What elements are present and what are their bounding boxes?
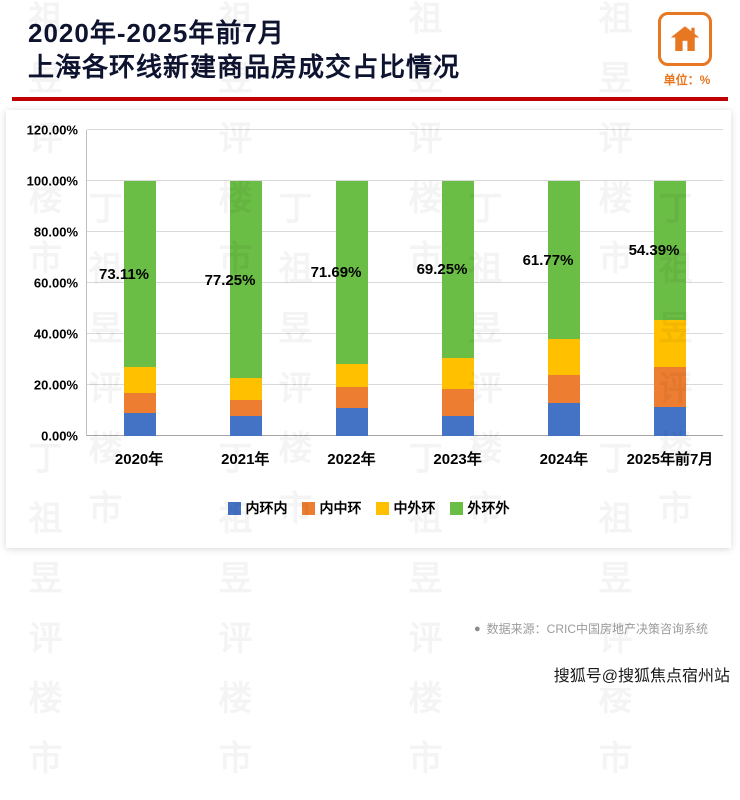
stacked-bar xyxy=(230,181,262,436)
legend-swatch xyxy=(375,501,389,515)
bar-segment-外环外 xyxy=(124,181,156,368)
legend-item-内中环: 内中环 xyxy=(301,498,362,518)
stacked-bar xyxy=(548,181,580,436)
page-title: 2020年-2025年前7月 上海各环线新建商品房成交占比情况 xyxy=(28,16,720,84)
plot-area: 73.11% 77.25% 71.69% 69.25% 61.77% 54.39% xyxy=(86,129,723,436)
page-title-line1: 2020年-2025年前7月 xyxy=(28,18,285,48)
data-label: 73.11% xyxy=(98,266,150,284)
legend-label: 内中环 xyxy=(319,500,362,516)
data-source: ● 数据来源：CRIC中国房地产决策咨询系统 xyxy=(474,620,708,637)
bullet-icon: ● xyxy=(474,622,481,635)
unit-label: 单位：% xyxy=(663,73,711,87)
data-label: 69.25% xyxy=(416,261,468,279)
x-axis-labels: 2020年 2021年 2022年 2023年 2024年 2025年前7月 xyxy=(86,448,723,469)
stacked-bar xyxy=(442,181,474,436)
data-label: 54.39% xyxy=(628,242,680,260)
legend-swatch xyxy=(449,501,463,515)
house-icon xyxy=(658,12,712,66)
bar-column: 71.69% xyxy=(299,130,405,436)
bar-segment-中外环 xyxy=(654,319,686,368)
bar-column: 69.25% xyxy=(405,130,511,436)
legend-label: 外环外 xyxy=(467,500,510,516)
x-tick-label: 2023年 xyxy=(433,451,482,468)
bar-segment-内中环 xyxy=(548,374,580,403)
bars-container: 73.11% 77.25% 71.69% 69.25% 61.77% 54.39% xyxy=(87,130,723,436)
y-tick-label: 100.00% xyxy=(26,173,78,189)
bar-segment-中外环 xyxy=(336,363,368,387)
legend-label: 内环内 xyxy=(245,500,288,516)
y-tick-label: 60.00% xyxy=(33,275,78,291)
bar-segment-中外环 xyxy=(442,357,474,389)
bar-segment-外环外 xyxy=(442,181,474,358)
bar-segment-内环内 xyxy=(548,402,580,436)
y-tick-label: 120.00% xyxy=(26,122,78,138)
bar-segment-外环外 xyxy=(548,181,580,339)
stacked-bar xyxy=(336,181,368,436)
bar-column: 61.77% xyxy=(511,130,617,436)
gridline xyxy=(87,282,723,283)
chart-card: 0.00% 20.00% 40.00% 60.00% 80.00% 100.00% 120.… xyxy=(6,110,731,548)
x-tick-label: 2021年 xyxy=(221,451,270,468)
x-tick-label: 2024年 xyxy=(539,451,588,468)
bar-segment-外环外 xyxy=(654,181,686,320)
legend-item-中外环: 中外环 xyxy=(375,498,436,518)
bar-segment-外环外 xyxy=(336,181,368,364)
bar-segment-内中环 xyxy=(230,400,262,416)
gridline xyxy=(87,384,723,385)
bar-segment-中外环 xyxy=(548,338,580,375)
bar-segment-内环内 xyxy=(124,413,156,436)
legend-label: 中外环 xyxy=(393,500,436,516)
x-tick-label: 2025年前7月 xyxy=(626,451,714,468)
y-axis-labels: 0.00% 20.00% 40.00% 60.00% 80.00% 100.00% 120.… xyxy=(6,123,84,444)
bar-segment-内环内 xyxy=(654,406,686,436)
legend-swatch xyxy=(227,501,241,515)
bar-column: 73.11% xyxy=(87,130,193,436)
stacked-bar xyxy=(654,181,686,436)
gridline xyxy=(87,435,723,436)
legend-swatch xyxy=(301,501,315,515)
bar-column: 54.39% xyxy=(617,130,723,436)
data-label: 71.69% xyxy=(310,264,362,282)
bar-segment-内环内 xyxy=(230,415,262,436)
gridline xyxy=(87,333,723,334)
x-tick-label: 2022年 xyxy=(327,451,376,468)
bar-segment-内中环 xyxy=(654,367,686,407)
bar-segment-内环内 xyxy=(442,415,474,436)
stacked-bar xyxy=(124,181,156,436)
header: 2020年-2025年前7月 上海各环线新建商品房成交占比情况 单位：% xyxy=(0,0,740,96)
title-underline xyxy=(12,97,728,101)
page-title-line2: 上海各环线新建商品房成交占比情况 xyxy=(28,52,461,82)
unit-box: 单位：% xyxy=(658,12,716,88)
y-tick-label: 40.00% xyxy=(33,326,78,342)
bar-column: 77.25% xyxy=(193,130,299,436)
gridline xyxy=(87,231,723,232)
legend-item-外环外: 外环外 xyxy=(449,498,510,518)
bar-segment-内中环 xyxy=(442,388,474,416)
y-tick-label: 80.00% xyxy=(33,224,78,240)
data-source-text: 数据来源：CRIC中国房地产决策咨询系统 xyxy=(486,622,708,636)
gridline xyxy=(87,180,723,181)
data-label: 77.25% xyxy=(204,271,256,289)
bar-segment-内环内 xyxy=(336,407,368,436)
x-tick-label: 2020年 xyxy=(114,451,164,468)
y-tick-label: 20.00% xyxy=(33,377,78,393)
bar-segment-内中环 xyxy=(336,386,368,408)
bar-segment-中外环 xyxy=(124,367,156,393)
bar-segment-内中环 xyxy=(124,392,156,414)
bar-segment-外环外 xyxy=(230,181,262,378)
legend-item-内环内: 内环内 xyxy=(227,498,288,518)
sohu-watermark: 搜狐号@搜狐焦点宿州站 xyxy=(549,660,734,688)
y-tick-label: 0.00% xyxy=(41,428,78,444)
bar-segment-中外环 xyxy=(230,377,262,401)
data-label: 61.77% xyxy=(522,251,574,269)
legend: 内环内 内中环 中外环 外环外 xyxy=(6,498,731,518)
gridline xyxy=(87,129,723,130)
